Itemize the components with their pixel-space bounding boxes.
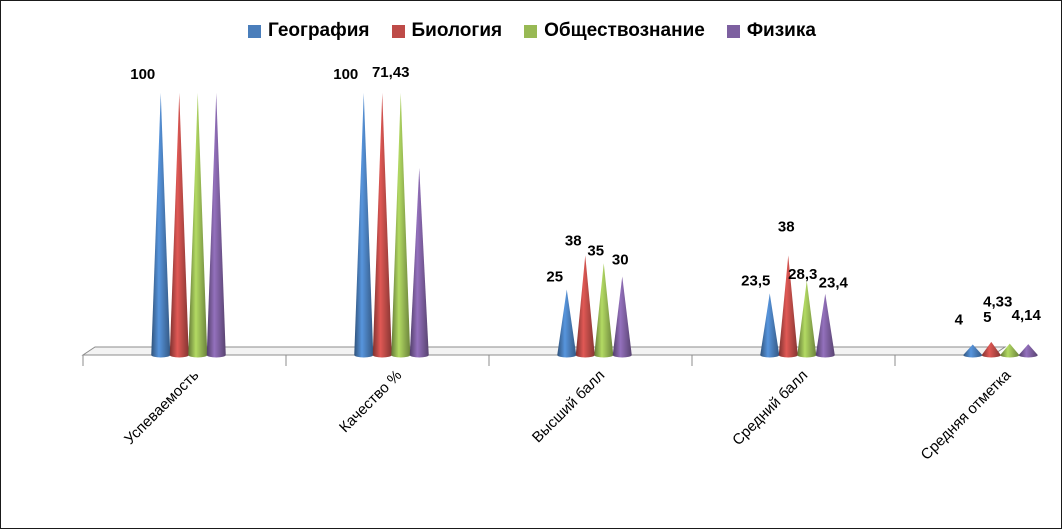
data-label-1-4: 5 (983, 309, 991, 326)
category-label-3: Средний балл (729, 367, 811, 449)
bar-2-2 (594, 263, 613, 357)
bar-3-0 (207, 93, 226, 358)
bar-0-1 (354, 93, 373, 358)
category-label-0: Успеваемость (121, 367, 202, 448)
data-label-1-2: 38 (565, 232, 582, 249)
data-label-2-1: 71,43 (372, 64, 410, 81)
bar-3-4 (1019, 344, 1038, 357)
bar-1-0 (170, 93, 189, 358)
plot-area: 100 100 25 23,5 4 38 38 5 71,43 35 28,3 4,33 30 23,4 4… (0, 0, 1064, 531)
bar-2-0 (188, 93, 207, 358)
data-label-0-4: 4 (955, 312, 964, 329)
bar-2-3 (797, 281, 816, 358)
bar-3-1 (410, 168, 429, 358)
category-label-1: Качество % (336, 367, 405, 436)
data-label-0-3: 23,5 (741, 272, 770, 289)
bar-1-2 (576, 255, 595, 357)
bar-0-2 (557, 290, 576, 358)
data-label-1-3: 38 (778, 218, 795, 235)
data-label-2-4: 4,33 (983, 294, 1012, 311)
category-label-2: Высший балл (529, 367, 608, 446)
data-label-0-1: 100 (333, 66, 358, 83)
bar-0-3 (760, 293, 779, 357)
bar-2-4 (1000, 344, 1019, 358)
data-label-0-0: 100 (130, 66, 155, 83)
data-label-2-2: 35 (587, 242, 604, 259)
data-label-2-3: 28,3 (788, 266, 817, 283)
data-label-3-4: 4,14 (1012, 307, 1042, 324)
bar-3-2 (613, 276, 632, 357)
bar-0-0 (151, 93, 170, 358)
data-label-3-3: 23,4 (819, 275, 849, 292)
bar-3-3 (816, 294, 835, 358)
data-label-3-2: 30 (612, 251, 629, 268)
bar-1-1 (373, 93, 392, 358)
category-label-4: Средняя отметка (918, 366, 1015, 463)
bar-2-1 (391, 93, 410, 358)
data-label-0-2: 25 (546, 269, 563, 286)
